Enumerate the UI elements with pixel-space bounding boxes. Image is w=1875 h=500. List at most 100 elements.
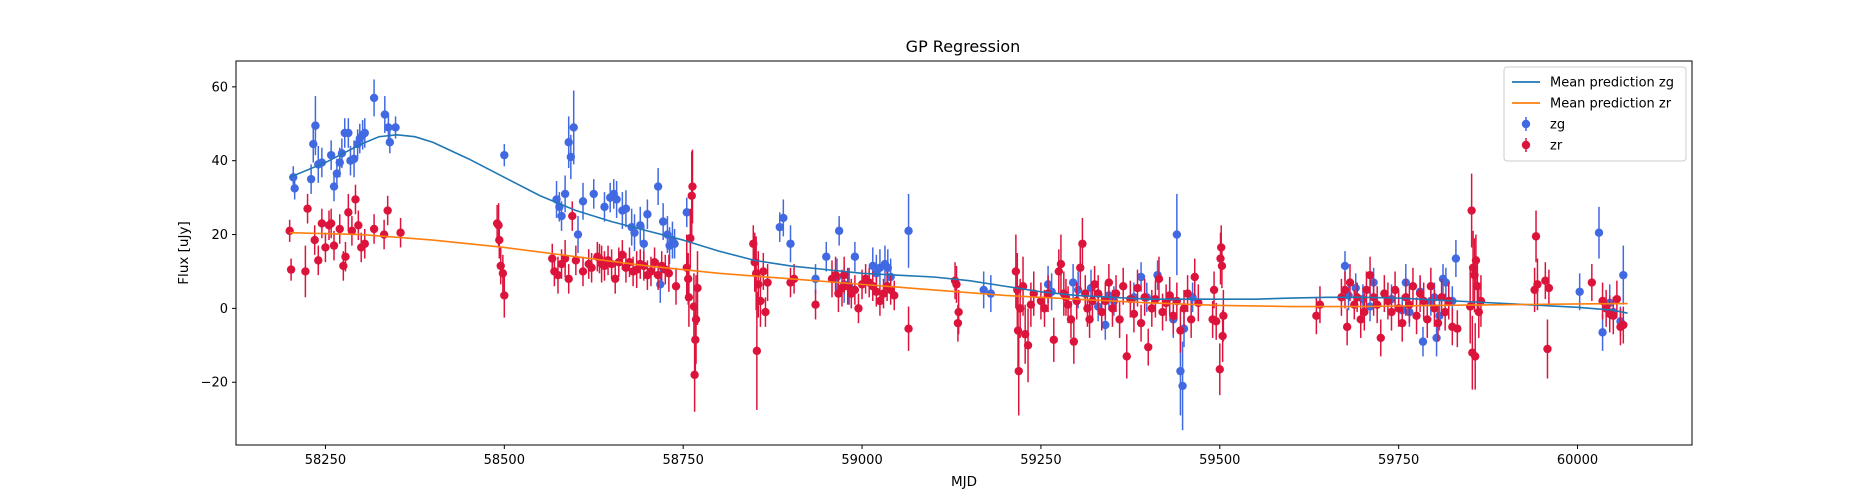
point-zg-41 [621, 204, 631, 213]
point-zr-7 [321, 243, 330, 252]
point-zr-81 [759, 267, 768, 276]
point-zr-82 [761, 307, 770, 317]
point-zr-69 [688, 182, 697, 191]
point-zg-90 [1176, 366, 1185, 376]
point-zg-44 [636, 221, 645, 230]
point-zg-32 [569, 123, 578, 132]
point-zr-1 [286, 265, 296, 274]
point-zr-15 [347, 226, 357, 236]
point-zr-202 [1412, 311, 1421, 320]
x-axis: 58250 58500 58750 59000 59250 59500 59750 60000 [305, 445, 1598, 468]
point-zr-30 [548, 254, 557, 263]
point-zr-199 [1401, 293, 1411, 302]
point-zr-2 [301, 267, 310, 276]
x-tick-label: 58500 [484, 453, 525, 468]
series-zr [285, 149, 1628, 416]
point-zr-165 [1183, 289, 1192, 298]
point-zr-22 [383, 206, 392, 215]
point-zg-94 [1340, 261, 1350, 271]
point-zr-20 [369, 224, 379, 234]
point-zr-83 [763, 278, 772, 287]
point-zr-38 [578, 267, 588, 276]
point-zr-101 [875, 296, 885, 306]
point-zr-5 [314, 256, 323, 265]
y-tick-label: −20 [201, 376, 228, 391]
point-zr-80 [756, 296, 765, 306]
point-zr-186 [1356, 315, 1365, 324]
point-zr-100 [872, 287, 881, 296]
point-zg-31 [566, 152, 576, 162]
point-zr-49 [618, 250, 627, 260]
point-zg-22 [384, 123, 393, 132]
point-zr-213 [1453, 324, 1462, 333]
point-zr-91 [839, 270, 849, 280]
point-zr-63 [671, 282, 681, 291]
point-zr-182 [1342, 322, 1352, 332]
point-zr-147 [1118, 282, 1128, 291]
point-zr-32 [553, 270, 563, 280]
point-zr-119 [1026, 300, 1036, 309]
point-zr-73 [691, 315, 701, 324]
point-zr-206 [1426, 282, 1436, 291]
point-zr-151 [1133, 283, 1142, 293]
point-zg-15 [349, 154, 359, 164]
point-zr-6 [317, 219, 327, 228]
y-tick-label: 0 [220, 302, 228, 317]
point-zr-59 [653, 270, 663, 280]
point-zr-10 [329, 241, 339, 250]
point-zr-200 [1405, 300, 1414, 309]
point-zg-120 [1619, 270, 1628, 280]
point-zr-66 [684, 293, 694, 302]
point-zr-131 [1069, 337, 1079, 346]
point-zr-191 [1372, 300, 1382, 309]
point-zr-222 [1474, 307, 1483, 317]
point-zg-24 [391, 123, 400, 132]
point-zg-7 [326, 150, 336, 160]
legend-label-zr: zr [1550, 139, 1563, 154]
point-zr-146 [1115, 315, 1124, 324]
plot-frame [235, 60, 1693, 446]
point-zr-208 [1433, 318, 1443, 328]
point-zr-57 [646, 267, 656, 276]
point-zr-193 [1380, 289, 1389, 298]
legend-label-Mean prediction zg: Mean prediction zg [1550, 76, 1674, 91]
legend-box [1503, 66, 1687, 162]
point-zr-160 [1165, 291, 1174, 300]
point-zr-155 [1147, 304, 1157, 313]
chart-title: GP Regression [906, 37, 1021, 56]
line-Mean prediction zg [289, 134, 1628, 314]
point-zr-137 [1085, 315, 1094, 324]
point-zr-79 [754, 280, 763, 289]
point-zg-105 [1418, 337, 1428, 346]
point-zr-110 [954, 307, 963, 317]
point-zg-56 [779, 213, 788, 223]
point-zr-37 [571, 256, 581, 265]
point-zr-223 [1476, 296, 1486, 306]
point-zr-126 [1056, 259, 1066, 269]
x-tick-label: 59000 [841, 453, 882, 468]
point-zr-157 [1154, 274, 1164, 284]
point-zr-21 [379, 230, 389, 239]
point-zr-88 [831, 270, 840, 280]
x-tick-label: 59250 [1020, 453, 1061, 468]
point-zg-21 [380, 110, 390, 119]
point-zr-198 [1398, 318, 1407, 328]
x-tick-label: 58250 [305, 453, 346, 468]
point-zr-125 [1054, 267, 1064, 276]
point-zg-4 [311, 121, 320, 130]
point-zr-166 [1186, 315, 1196, 324]
point-zg-48 [656, 280, 665, 289]
point-zg-76 [1068, 278, 1078, 287]
point-zr-144 [1108, 304, 1117, 313]
point-zr-175 [1217, 261, 1227, 271]
point-zr-195 [1387, 307, 1396, 317]
point-zg-61 [834, 226, 844, 236]
point-zg-45 [639, 239, 649, 248]
point-zg-108 [1432, 333, 1441, 343]
point-zg-10 [335, 158, 344, 167]
point-zr-161 [1169, 311, 1178, 320]
point-zr-118 [1023, 341, 1033, 350]
point-zr-124 [1049, 335, 1058, 344]
point-zr-102 [879, 289, 888, 298]
